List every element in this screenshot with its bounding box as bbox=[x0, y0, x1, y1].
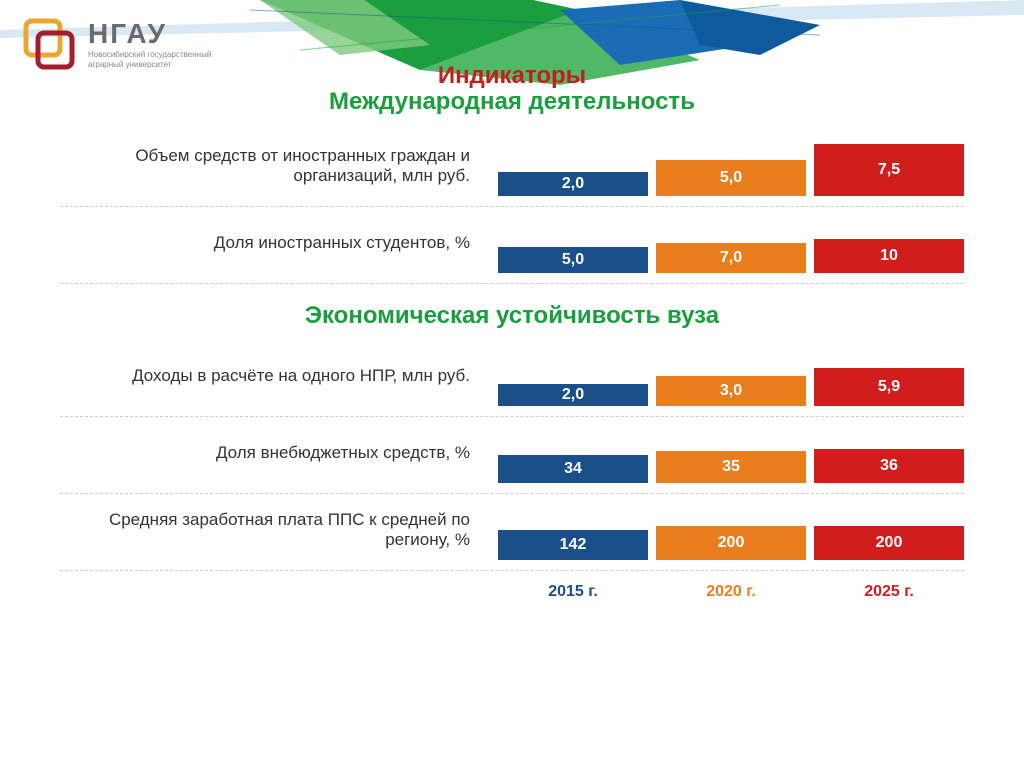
section-title-2: Экономическая устойчивость вуза bbox=[60, 302, 964, 330]
bar: 5,0 bbox=[498, 247, 648, 273]
bar-cell: 200 bbox=[814, 500, 964, 560]
content: Объем средств от иностранных граждан и о… bbox=[60, 130, 964, 601]
bar-cell: 35 bbox=[656, 423, 806, 483]
year-label-2025: 2025 г. bbox=[814, 583, 964, 601]
indicator-row: Доля внебюджетных средств, % 34 3536 bbox=[60, 417, 964, 494]
row-label: Объем средств от иностранных граждан и о… bbox=[60, 146, 490, 186]
year-label-2015: 2015 г. bbox=[498, 583, 648, 601]
bar: 34 bbox=[498, 455, 648, 483]
bar: 3,0 bbox=[656, 376, 806, 406]
bar-cell: 10 bbox=[814, 213, 964, 273]
logo-title: НГАУ bbox=[88, 18, 211, 50]
bar: 35 bbox=[656, 451, 806, 483]
bar: 7,5 bbox=[814, 144, 964, 196]
bar: 7,0 bbox=[656, 243, 806, 273]
row-label: Доля иностранных студентов, % bbox=[60, 233, 490, 253]
bar: 200 bbox=[814, 526, 964, 560]
bar: 36 bbox=[814, 449, 964, 483]
bar-cell: 5,9 bbox=[814, 346, 964, 406]
row-label: Доходы в расчёте на одного НПР, млн руб. bbox=[60, 366, 490, 386]
bar-cell: 5,0 bbox=[656, 136, 806, 196]
year-label-2020: 2020 г. bbox=[656, 583, 806, 601]
year-row: 2015 г. 2020 г. 2025 г. bbox=[60, 583, 964, 601]
logo: НГАУ Новосибирский государственный аграр… bbox=[20, 15, 211, 73]
bar: 142 bbox=[498, 530, 648, 560]
bar: 2,0 bbox=[498, 172, 648, 196]
indicator-row: Доля иностранных студентов, % 5,0 7,0 10 bbox=[60, 207, 964, 284]
indicator-row: Средняя заработная плата ППС к средней п… bbox=[60, 494, 964, 571]
bar-cell: 5,0 bbox=[498, 213, 648, 273]
bar-cell: 7,0 bbox=[656, 213, 806, 273]
row-label: Средняя заработная плата ППС к средней п… bbox=[60, 510, 490, 550]
bar-cell: 34 bbox=[498, 423, 648, 483]
bar-cell: 2,0 bbox=[498, 346, 648, 406]
bar-cell: 3,0 bbox=[656, 346, 806, 406]
bar: 10 bbox=[814, 239, 964, 273]
bar: 2,0 bbox=[498, 384, 648, 406]
indicator-row: Объем средств от иностранных граждан и о… bbox=[60, 130, 964, 207]
indicator-row: Доходы в расчёте на одного НПР, млн руб.… bbox=[60, 340, 964, 417]
bar-cell: 142 bbox=[498, 500, 648, 560]
logo-subtitle-1: Новосибирский государственный bbox=[88, 50, 211, 60]
bar: 200 bbox=[656, 526, 806, 560]
bar-cell: 2,0 bbox=[498, 136, 648, 196]
bar-cell: 200 bbox=[656, 500, 806, 560]
bar: 5,9 bbox=[814, 368, 964, 406]
bar: 5,0 bbox=[656, 160, 806, 196]
row-label: Доля внебюджетных средств, % bbox=[60, 443, 490, 463]
bar-cell: 7,5 bbox=[814, 136, 964, 196]
logo-icon bbox=[20, 15, 78, 73]
bar-cell: 36 bbox=[814, 423, 964, 483]
logo-subtitle-2: аграрный университет bbox=[88, 60, 211, 70]
section-title-1: Международная деятельность bbox=[0, 88, 1024, 116]
